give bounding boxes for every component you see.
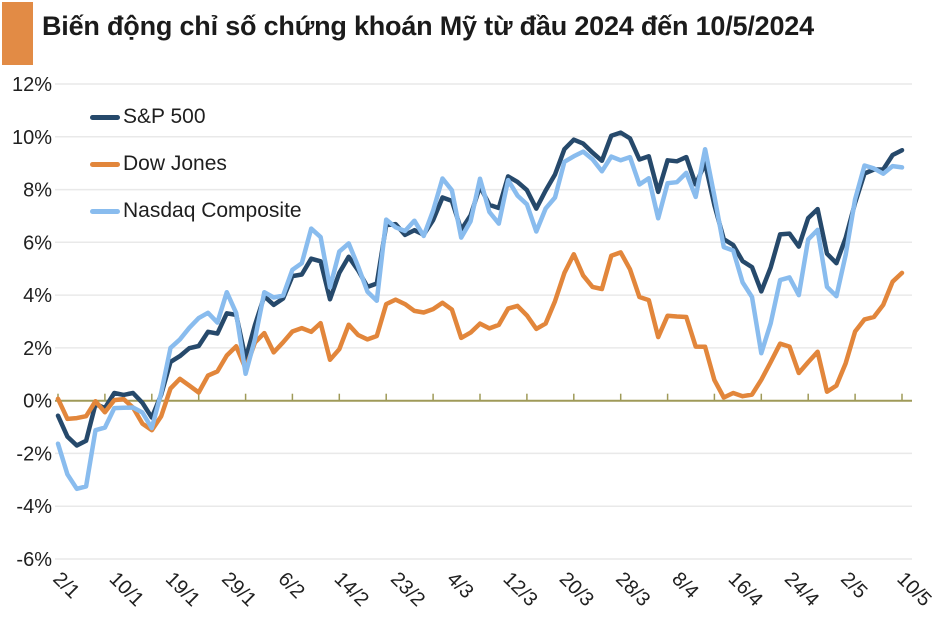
legend-swatch-sp500 (90, 114, 120, 120)
x-axis-labels: 2/1 10/1 19/1 29/1 6/2 14/2 23/2 4/3 12/3 20/3 28/… (48, 568, 935, 611)
x-tick-label-14/2: 14/2 (330, 568, 373, 611)
x-tick-label-24/4: 24/4 (780, 568, 823, 611)
y-tick-label--6: -6% (16, 549, 52, 571)
x-tick-label-23/2: 23/2 (386, 568, 429, 611)
y-axis-labels: 12% 10% 8% 6% 4% 2% 0% -2% -4% -6% (12, 74, 52, 571)
legend-item-sp500: S&P 500 (90, 103, 302, 131)
y-tick-label--4: -4% (16, 496, 52, 518)
x-tick-label-19/1: 19/1 (161, 568, 204, 611)
chart-legend: S&P 500 Dow Jones Nasdaq Composite (90, 103, 302, 244)
legend-swatch-dowjones (90, 161, 120, 167)
y-tick-label-10: 10% (12, 127, 52, 149)
legend-swatch-nasdaq (90, 208, 120, 214)
x-tick-label-28/3: 28/3 (611, 568, 654, 611)
y-tick-label-0: 0% (23, 391, 52, 413)
chart-title: Biến động chỉ số chứng khoán Mỹ từ đầu 2… (42, 11, 814, 41)
x-tick-label-16/4: 16/4 (724, 568, 767, 611)
y-tick-label-12: 12% (12, 74, 52, 96)
series-lines (55, 130, 905, 492)
legend-item-nasdaq: Nasdaq Composite (90, 197, 302, 225)
y-tick-label--2: -2% (16, 443, 52, 465)
x-tick-label-2/5: 2/5 (836, 568, 871, 603)
y-tick-label-2: 2% (23, 338, 52, 360)
x-tick-label-2/1: 2/1 (48, 568, 83, 603)
series-line-nasdaq-composite (55, 146, 905, 492)
legend-label-nasdaq: Nasdaq Composite (123, 199, 302, 222)
x-tick-label-4/3: 4/3 (442, 568, 477, 603)
y-tick-label-8: 8% (23, 180, 52, 202)
x-tick-label-29/1: 29/1 (217, 568, 260, 611)
x-tick-label-10/1: 10/1 (105, 568, 148, 611)
x-tick-marks (57, 393, 903, 401)
series-line-dow-jones (55, 250, 905, 433)
x-tick-label-12/3: 12/3 (499, 568, 542, 611)
legend-label-dowjones: Dow Jones (123, 152, 227, 175)
legend-item-dowjones: Dow Jones (90, 150, 302, 178)
legend-label-sp500: S&P 500 (123, 105, 206, 128)
x-tick-label-10/5: 10/5 (892, 568, 935, 611)
title-accent-bar (2, 2, 33, 65)
x-tick-label-6/2: 6/2 (274, 568, 309, 603)
x-tick-label-20/3: 20/3 (555, 568, 598, 611)
x-tick-label-8/4: 8/4 (667, 568, 702, 603)
y-tick-label-4: 4% (23, 285, 52, 307)
y-tick-label-6: 6% (23, 232, 52, 254)
